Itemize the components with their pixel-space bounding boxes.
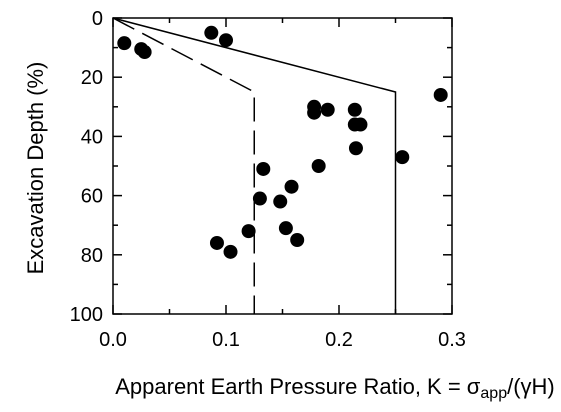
data-point	[256, 161, 271, 176]
data-point	[284, 179, 299, 194]
data-point	[395, 150, 410, 165]
data-point	[348, 141, 363, 156]
x-axis-label: Apparent Earth Pressure Ratio, K = σapp/…	[115, 374, 555, 402]
x-tick-label: 0.1	[212, 329, 240, 351]
y-tick-label: 100	[70, 304, 103, 326]
data-point	[117, 36, 132, 51]
x-axis-label-subscript: app	[480, 385, 507, 402]
y-tick-label: 0	[92, 8, 103, 30]
data-point	[252, 191, 267, 206]
x-axis-label-tail: /(γH)	[507, 374, 555, 399]
data-point	[311, 159, 326, 173]
y-tick-label: 40	[81, 126, 103, 148]
data-point	[273, 194, 288, 209]
data-point	[433, 87, 448, 102]
x-tick-labels: 0.0 0.1 0.2 0.3	[99, 329, 466, 351]
y-axis-label: Excavation Depth (%)	[23, 62, 48, 275]
envelope-lines	[112, 17, 397, 314]
data-point	[209, 235, 224, 250]
y-tick-label: 60	[81, 186, 103, 208]
y-tick-label: 20	[81, 67, 103, 89]
y-tick-label: 80	[81, 245, 103, 267]
data-point	[204, 25, 219, 40]
x-tick-label: 0.3	[438, 329, 466, 351]
data-points	[117, 25, 448, 259]
data-point	[137, 45, 152, 60]
data-point	[223, 244, 238, 259]
data-point	[320, 102, 335, 117]
data-point	[219, 33, 233, 48]
data-point	[347, 102, 362, 117]
data-point	[353, 117, 368, 132]
envelope-line-solid	[112, 17, 397, 314]
x-axis-label-main: Apparent Earth Pressure Ratio, K = σ	[115, 374, 481, 399]
axis-ticks	[112, 17, 453, 315]
envelope-line-dashed	[112, 17, 255, 314]
data-point	[278, 221, 293, 236]
x-tick-label: 0.0	[99, 329, 127, 351]
data-point	[307, 105, 322, 120]
data-point	[290, 233, 305, 247]
data-point	[241, 224, 256, 239]
x-tick-label: 0.2	[325, 329, 353, 351]
y-tick-labels: 0 20 40 60 80 100	[70, 8, 103, 326]
